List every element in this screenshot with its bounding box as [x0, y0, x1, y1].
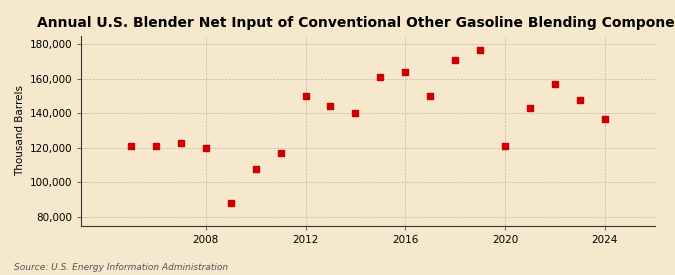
Point: [524, 106, 535, 110]
Point: [250, 166, 261, 171]
Point: [475, 47, 485, 52]
Point: [425, 94, 435, 98]
Point: [225, 201, 236, 205]
Point: [275, 151, 286, 155]
Point: [450, 58, 460, 62]
Point: [500, 144, 510, 148]
Y-axis label: Thousand Barrels: Thousand Barrels: [15, 85, 25, 176]
Point: [375, 75, 385, 79]
Point: [599, 116, 610, 121]
Point: [151, 144, 161, 148]
Point: [325, 104, 336, 109]
Point: [400, 70, 410, 74]
Title: Annual U.S. Blender Net Input of Conventional Other Gasoline Blending Components: Annual U.S. Blender Net Input of Convent…: [36, 16, 675, 31]
Point: [549, 82, 560, 86]
Point: [300, 94, 311, 98]
Point: [176, 141, 186, 145]
Point: [200, 146, 211, 150]
Point: [574, 97, 585, 102]
Point: [350, 111, 361, 116]
Point: [126, 144, 136, 148]
Text: Source: U.S. Energy Information Administration: Source: U.S. Energy Information Administ…: [14, 263, 227, 272]
